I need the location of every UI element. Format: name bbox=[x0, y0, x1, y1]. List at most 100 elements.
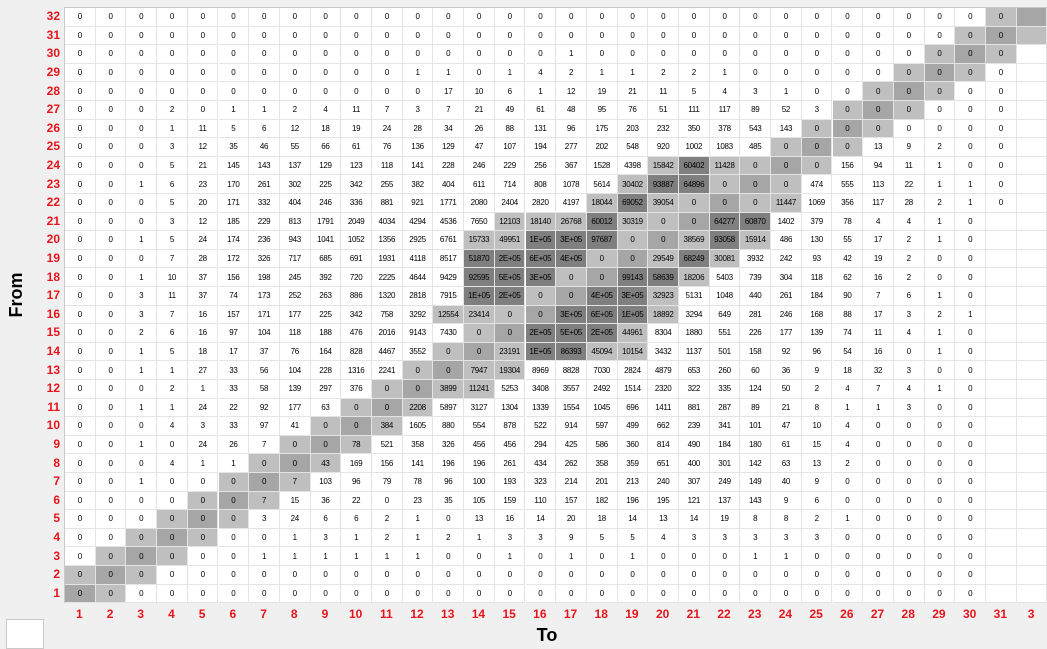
matrix-cell[interactable]: 0 bbox=[771, 26, 802, 46]
matrix-cell[interactable]: 7030 bbox=[586, 361, 618, 380]
matrix-cell[interactable]: 0 bbox=[126, 454, 158, 473]
matrix-cell[interactable]: 0 bbox=[464, 584, 495, 604]
matrix-cell[interactable]: 5403 bbox=[709, 268, 741, 287]
matrix-cell[interactable]: 15 bbox=[279, 491, 311, 511]
matrix-cell[interactable]: 886 bbox=[341, 287, 372, 306]
matrix-cell[interactable]: 33 bbox=[218, 380, 250, 399]
matrix-cell[interactable]: 1554 bbox=[556, 398, 587, 418]
matrix-cell[interactable]: 5 bbox=[679, 82, 710, 101]
matrix-cell[interactable]: 1 bbox=[924, 212, 956, 232]
matrix-cell[interactable]: 0 bbox=[464, 8, 495, 27]
matrix-cell[interactable]: 74 bbox=[218, 287, 250, 306]
matrix-cell[interactable]: 22 bbox=[341, 491, 372, 511]
matrix-cell[interactable]: 0 bbox=[955, 45, 986, 64]
matrix-cell[interactable]: 0 bbox=[65, 491, 96, 511]
matrix-cell[interactable]: 0 bbox=[525, 584, 557, 604]
matrix-cell[interactable]: 76 bbox=[617, 101, 649, 120]
matrix-cell[interactable]: 2 bbox=[372, 510, 403, 529]
matrix-cell[interactable]: 456 bbox=[464, 435, 495, 455]
matrix-cell[interactable]: 55 bbox=[832, 231, 864, 250]
matrix-cell[interactable] bbox=[1016, 417, 1047, 436]
matrix-cell[interactable]: 0 bbox=[709, 8, 741, 27]
matrix-cell[interactable]: 19304 bbox=[494, 361, 526, 380]
matrix-cell[interactable]: 60870 bbox=[740, 212, 772, 232]
matrix-cell[interactable]: 0 bbox=[372, 63, 403, 83]
matrix-cell[interactable]: 99143 bbox=[617, 268, 649, 287]
matrix-cell[interactable]: 104 bbox=[249, 324, 280, 343]
matrix-cell[interactable]: 3408 bbox=[525, 380, 557, 399]
matrix-cell[interactable]: 0 bbox=[95, 231, 127, 250]
matrix-cell[interactable]: 30402 bbox=[617, 175, 649, 194]
matrix-cell[interactable]: 3 bbox=[525, 528, 557, 548]
matrix-cell[interactable]: 0 bbox=[617, 45, 649, 64]
matrix-cell[interactable]: 0 bbox=[310, 584, 342, 604]
matrix-cell[interactable]: 404 bbox=[279, 194, 311, 213]
matrix-cell[interactable]: 758 bbox=[372, 305, 403, 325]
matrix-cell[interactable]: 0 bbox=[95, 584, 127, 604]
matrix-cell[interactable]: 0 bbox=[218, 26, 250, 46]
matrix-cell[interactable]: 0 bbox=[955, 268, 986, 287]
matrix-cell[interactable] bbox=[1016, 584, 1047, 604]
matrix-cell[interactable]: 0 bbox=[740, 45, 772, 64]
matrix-cell[interactable]: 5 bbox=[157, 342, 188, 362]
matrix-cell[interactable]: 490 bbox=[679, 435, 710, 455]
matrix-cell[interactable]: 0 bbox=[126, 26, 158, 46]
matrix-cell[interactable]: 0 bbox=[679, 8, 710, 27]
matrix-cell[interactable]: 0 bbox=[402, 361, 434, 380]
matrix-cell[interactable]: 0 bbox=[863, 547, 894, 566]
matrix-cell[interactable]: 242 bbox=[771, 249, 802, 269]
matrix-cell[interactable]: 8 bbox=[801, 398, 833, 418]
matrix-cell[interactable]: 0 bbox=[740, 584, 772, 604]
matrix-cell[interactable]: 0 bbox=[955, 138, 986, 157]
matrix-cell[interactable]: 2 bbox=[279, 101, 311, 120]
matrix-cell[interactable]: 10154 bbox=[617, 342, 649, 362]
matrix-cell[interactable]: 1 bbox=[556, 45, 587, 64]
matrix-cell[interactable]: 4 bbox=[525, 63, 557, 83]
matrix-cell[interactable]: 143 bbox=[249, 156, 280, 176]
matrix-cell[interactable] bbox=[1016, 547, 1047, 566]
matrix-cell[interactable] bbox=[1016, 435, 1047, 455]
matrix-cell[interactable]: 175 bbox=[586, 119, 618, 139]
matrix-cell[interactable]: 0 bbox=[65, 566, 96, 585]
matrix-cell[interactable]: 19 bbox=[709, 510, 741, 529]
matrix-cell[interactable]: 18892 bbox=[648, 305, 679, 325]
matrix-cell[interactable]: 0 bbox=[801, 119, 833, 139]
matrix-cell[interactable]: 0 bbox=[771, 566, 802, 585]
matrix-cell[interactable]: 0 bbox=[986, 138, 1017, 157]
matrix-cell[interactable]: 0 bbox=[126, 566, 158, 585]
matrix-cell[interactable]: 2 bbox=[157, 380, 188, 399]
matrix-cell[interactable]: 0 bbox=[494, 45, 526, 64]
matrix-cell[interactable] bbox=[1016, 287, 1047, 306]
matrix-cell[interactable]: 1514 bbox=[617, 380, 649, 399]
matrix-cell[interactable]: 4 bbox=[893, 324, 925, 343]
matrix-cell[interactable]: 0 bbox=[801, 63, 833, 83]
matrix-cell[interactable]: 1 bbox=[924, 324, 956, 343]
matrix-cell[interactable]: 0 bbox=[341, 566, 372, 585]
matrix-cell[interactable]: 0 bbox=[771, 8, 802, 27]
matrix-cell[interactable]: 0 bbox=[586, 566, 618, 585]
matrix-cell[interactable]: 342 bbox=[341, 305, 372, 325]
matrix-cell[interactable]: 0 bbox=[863, 454, 894, 473]
matrix-cell[interactable]: 4 bbox=[157, 454, 188, 473]
matrix-cell[interactable]: 11 bbox=[157, 287, 188, 306]
matrix-cell[interactable]: 0 bbox=[433, 547, 465, 566]
matrix-cell[interactable]: 20 bbox=[187, 194, 219, 213]
matrix-cell[interactable]: 96 bbox=[801, 342, 833, 362]
matrix-cell[interactable]: 22 bbox=[218, 398, 250, 418]
matrix-cell[interactable]: 104 bbox=[279, 361, 311, 380]
matrix-cell[interactable]: 261 bbox=[771, 287, 802, 306]
matrix-cell[interactable]: 2818 bbox=[402, 287, 434, 306]
matrix-cell[interactable]: 0 bbox=[157, 510, 188, 529]
matrix-cell[interactable]: 16 bbox=[187, 305, 219, 325]
matrix-cell[interactable]: 54 bbox=[832, 342, 864, 362]
matrix-cell[interactable]: 0 bbox=[126, 101, 158, 120]
matrix-cell[interactable]: 0 bbox=[556, 566, 587, 585]
matrix-cell[interactable]: 0 bbox=[679, 212, 710, 232]
matrix-cell[interactable]: 68249 bbox=[679, 249, 710, 269]
matrix-cell[interactable]: 392 bbox=[310, 268, 342, 287]
matrix-cell[interactable]: 0 bbox=[433, 45, 465, 64]
matrix-cell[interactable]: 141 bbox=[402, 454, 434, 473]
matrix-cell[interactable]: 4 bbox=[893, 380, 925, 399]
matrix-cell[interactable]: 0 bbox=[402, 45, 434, 64]
matrix-cell[interactable]: 0 bbox=[95, 398, 127, 418]
